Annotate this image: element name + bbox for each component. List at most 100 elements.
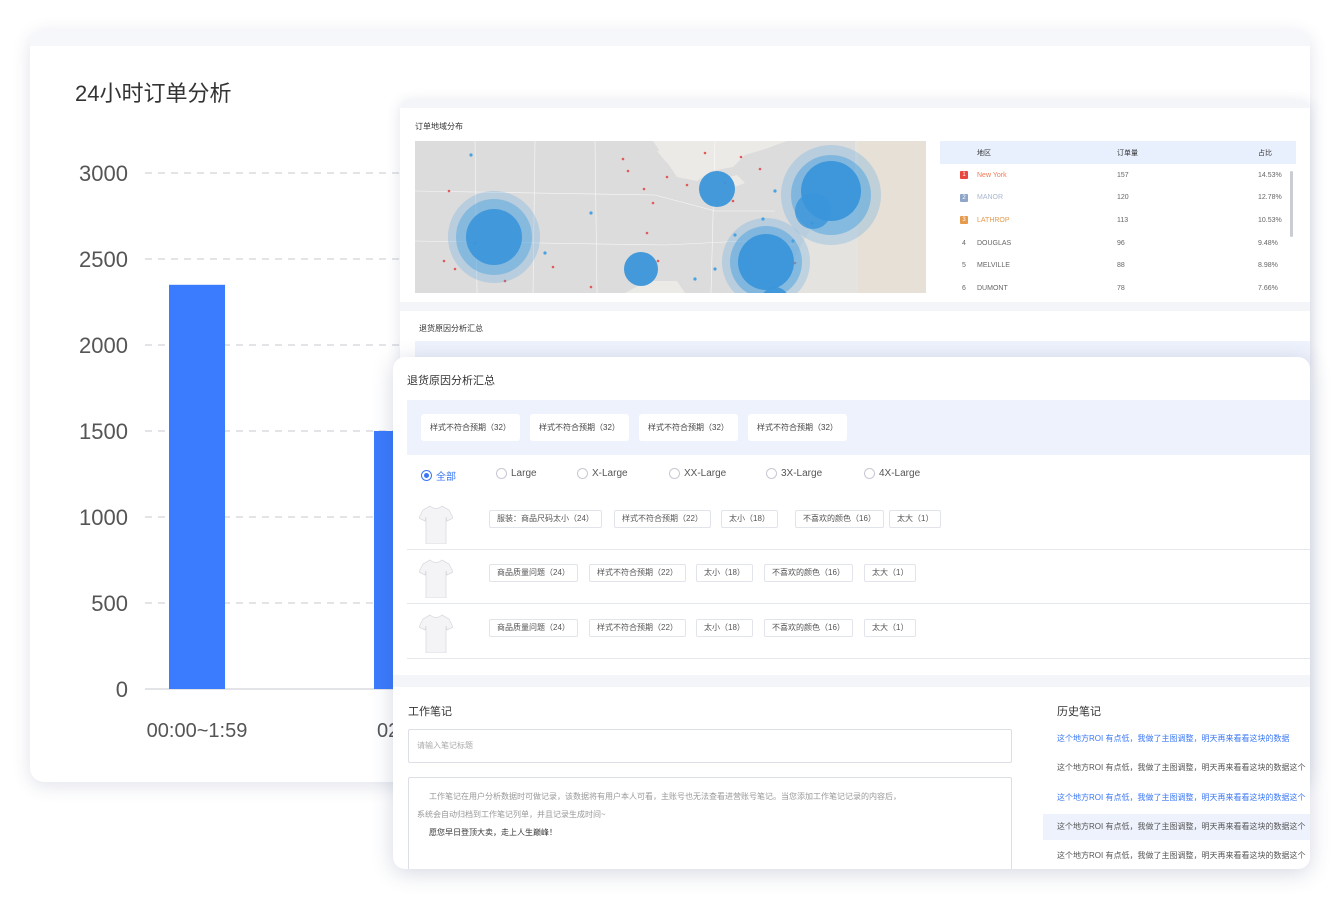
share-cell: 10.53% (1258, 216, 1282, 224)
region-table: 地区 订单量 占比 1 New York 157 14.53% 2 MANOR 120 12.… (940, 141, 1296, 295)
reason-chip[interactable]: 太小（18） (696, 564, 753, 582)
rank-cell: 5 (940, 262, 977, 269)
rank-badge: 4 (962, 239, 966, 247)
table-row[interactable]: 4 DOUGLAS 96 9.48% (940, 232, 1296, 255)
reason-chip[interactable]: 样式不符合预期（22） (614, 510, 711, 528)
reason-chip[interactable]: 不喜欢的颜色（16） (795, 510, 884, 528)
order-map[interactable] (415, 141, 926, 293)
size-radio-large[interactable]: Large (496, 468, 537, 479)
returns-analysis-panel: 退货原因分析汇总 样式不符合预期（32） 样式不符合预期（32） 样式不符合预期… (393, 357, 1310, 869)
return-section-title: 退货原因分析汇总 (419, 324, 483, 333)
history-item[interactable]: 这个地方ROI 有点低，我做了主图调整，明天再来看看这块的数据 (1057, 734, 1290, 743)
table-row[interactable]: 3 LATHROP 113 10.53% (940, 209, 1296, 232)
map-canvas (415, 141, 926, 293)
reason-chip[interactable]: 商品质量问题（24） (489, 564, 578, 582)
summary-strip: 样式不符合预期（32） 样式不符合预期（32） 样式不符合预期（32） 样式不符… (407, 400, 1310, 455)
summary-chip[interactable]: 样式不符合预期（32） (421, 414, 520, 441)
orders-cell: 88 (1117, 262, 1125, 270)
share-cell: 12.78% (1258, 194, 1282, 202)
reason-chip[interactable]: 太大（1） (864, 564, 917, 582)
row-divider (407, 603, 1310, 604)
orders-cell: 120 (1117, 194, 1129, 202)
tshirt-thumbnail (418, 504, 454, 545)
reason-chip[interactable]: 不喜欢的颜色（16） (764, 564, 853, 582)
rank-cell: 3 (940, 216, 977, 225)
size-radio-x-large[interactable]: X-Large (577, 468, 628, 479)
size-radio-all[interactable]: 全部 (421, 468, 456, 483)
tshirt-thumbnail (418, 613, 454, 654)
map-bubbles (448, 145, 881, 293)
radio-label: 4X-Large (879, 468, 921, 479)
reason-chip[interactable]: 不喜欢的颜色（16） (764, 619, 853, 637)
radio-label: XX-Large (684, 468, 727, 479)
reason-chip[interactable]: 太小（18） (721, 510, 778, 528)
row-divider (407, 658, 1310, 659)
radio-dot-icon (421, 470, 432, 481)
table-row[interactable]: 6 DUMONT 78 7.66% (940, 277, 1296, 300)
orders-cell: 157 (1117, 171, 1129, 179)
size-radio-4x-large[interactable]: 4X-Large (864, 468, 920, 479)
region-cell: DUMONT (977, 284, 1008, 292)
size-radio-3x-large[interactable]: 3X-Large (766, 468, 822, 479)
reason-chip[interactable]: 太大（1） (889, 510, 942, 528)
reason-chip[interactable]: 太小（18） (696, 619, 753, 637)
size-radio-xx-large[interactable]: XX-Large (669, 468, 726, 479)
table-header-orders: 订单量 (1117, 149, 1138, 157)
table-row[interactable]: 5 MELVILLE 88 8.98% (940, 254, 1296, 277)
share-cell: 14.53% (1258, 171, 1282, 179)
reason-row: 商品质量问题（24） 样式不符合预期（22） 太小（18） 不喜欢的颜色（16） 太大（… (407, 550, 1310, 604)
summary-chip[interactable]: 样式不符合预期（32） (530, 414, 629, 441)
tshirt-thumbnail (418, 558, 454, 599)
y-tick-label: 0 (116, 677, 128, 702)
history-title: 历史笔记 (1057, 706, 1101, 718)
table-header-share: 占比 (1258, 149, 1272, 157)
orders-cell: 78 (1117, 284, 1125, 292)
note-body-line: 系统会自动归档到工作笔记列单，并且记录生成时间~ (417, 810, 606, 819)
y-tick-label: 2000 (79, 333, 128, 358)
table-row[interactable]: 1 New York 157 14.53% (940, 164, 1296, 187)
rank-badge: 3 (960, 216, 968, 225)
region-cell: DOUGLAS (977, 239, 1012, 247)
region-cell: MELVILLE (977, 262, 1010, 270)
row-divider (407, 549, 1310, 550)
card-top-strip (30, 30, 1310, 46)
map-title: 订单地域分布 (415, 122, 463, 131)
y-tick-label: 3000 (79, 161, 128, 186)
history-item[interactable]: 这个地方ROI 有点低，我做了主图调整，明天再来看看这块的数据这个 (1057, 763, 1306, 772)
radio-dot-icon (496, 468, 507, 479)
section-divider (400, 302, 1310, 311)
history-item[interactable]: 这个地方ROI 有点低，我做了主图调整，明天再来看看这块的数据这个 (1043, 814, 1310, 840)
rank-cell: 2 (940, 193, 977, 202)
rank-badge: 1 (960, 171, 968, 180)
radio-label: 3X-Large (781, 468, 823, 479)
history-item[interactable]: 这个地方ROI 有点低，我做了主图调整，明天再来看看这块的数据这个 (1057, 851, 1306, 860)
history-item[interactable]: 这个地方ROI 有点低，我做了主图调整，明天再来看看这块的数据这个 (1057, 793, 1306, 802)
map-state-borders (415, 141, 796, 293)
share-cell: 9.48% (1258, 239, 1278, 247)
reason-chip[interactable]: 样式不符合预期（22） (589, 619, 686, 637)
orders-cell: 96 (1117, 239, 1125, 247)
note-body-line: 工作笔记在用户分析数据时可做记录，该数据将有用户本人可看，主账号也无法查看进营账… (429, 792, 901, 801)
summary-chip[interactable]: 样式不符合预期（32） (748, 414, 847, 441)
note-title-input[interactable]: 请输入笔记标题 (408, 729, 1012, 763)
table-row[interactable]: 2 MANOR 120 12.78% (940, 187, 1296, 210)
note-body-textarea[interactable]: 工作笔记在用户分析数据时可做记录，该数据将有用户本人可看，主账号也无法查看进营账… (408, 777, 1012, 869)
rank-cell: 4 (940, 240, 977, 247)
region-cell: LATHROP (977, 216, 1010, 224)
y-tick-label: 2500 (79, 247, 128, 272)
reason-chip[interactable]: 太大（1） (864, 619, 917, 637)
y-tick-label: 500 (91, 591, 128, 616)
x-tick-label: 00:00~1:59 (147, 720, 248, 742)
reason-chip[interactable]: 服装：商品尺码太小（24） (489, 510, 602, 528)
summary-chip[interactable]: 样式不符合预期（32） (639, 414, 738, 441)
map-great-lakes (657, 147, 745, 189)
bar[interactable] (169, 284, 225, 689)
y-tick-label: 1500 (79, 419, 128, 444)
radio-label: X-Large (592, 468, 628, 479)
radio-dot-icon (864, 468, 875, 479)
table-scrollbar[interactable] (1290, 171, 1293, 237)
reason-chip[interactable]: 商品质量问题（24） (489, 619, 578, 637)
reason-chip[interactable]: 样式不符合预期（22） (589, 564, 686, 582)
table-body: 1 New York 157 14.53% 2 MANOR 120 12.78% 3 LATHRO… (940, 164, 1296, 300)
share-cell: 8.98% (1258, 262, 1278, 270)
